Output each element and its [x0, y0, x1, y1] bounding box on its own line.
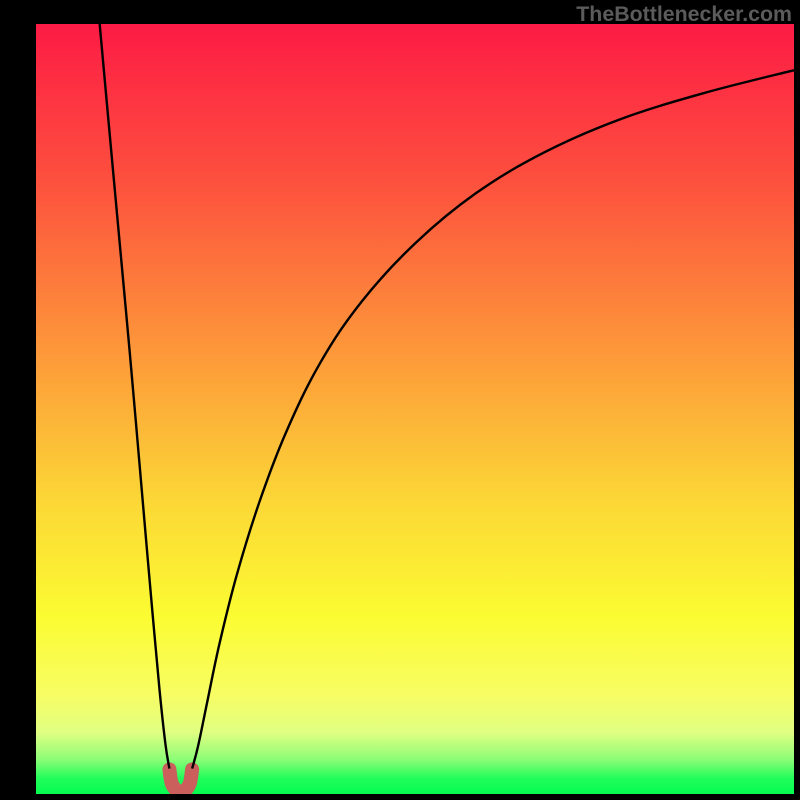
chart-outer-frame: TheBottlenecker.com — [0, 0, 800, 800]
plot-svg — [36, 24, 794, 794]
plot-area — [36, 24, 794, 794]
watermark-label: TheBottlenecker.com — [576, 2, 792, 27]
gradient-background — [36, 24, 794, 794]
